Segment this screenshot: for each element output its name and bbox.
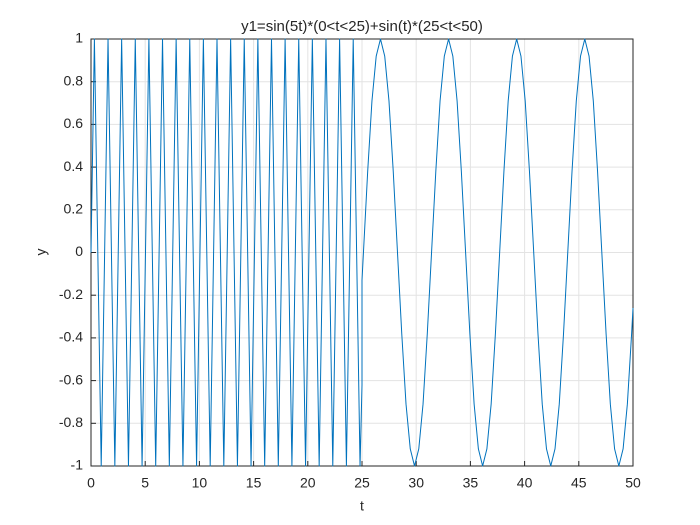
y-tick-label: 0 [75,243,83,259]
y-tick-label: 0.4 [64,158,84,174]
y-tick-label: -0.8 [59,414,83,430]
y-tick-label: 1 [75,30,83,46]
y-tick-label: -0.6 [59,371,83,387]
x-tick-label: 30 [408,475,424,491]
y-axis-label: y [33,249,49,256]
y-tick-label: -0.4 [59,329,83,345]
x-tick-label: 5 [141,475,149,491]
x-tick-label: 25 [354,475,370,491]
x-tick-label: 10 [192,475,208,491]
x-tick-label: 20 [300,475,316,491]
data-line [90,38,634,467]
chart-title: y1=sin(5t)*(0<t<25)+sin(t)*(25<t<50) [241,18,483,35]
y-tick-label: 0.6 [64,115,84,131]
y-tick-label: 0.8 [64,72,84,88]
x-tick-label: 40 [517,475,533,491]
x-axis-label: t [360,498,364,514]
y-tick-label: 0.2 [64,201,84,217]
x-tick-label: 50 [625,475,641,491]
x-tick-label: 0 [87,475,95,491]
y-tick-label: -0.2 [59,286,83,302]
x-tick-label: 15 [246,475,262,491]
x-tick-label: 35 [463,475,479,491]
x-tick-label: 45 [571,475,587,491]
y-tick-label: -1 [71,457,84,473]
